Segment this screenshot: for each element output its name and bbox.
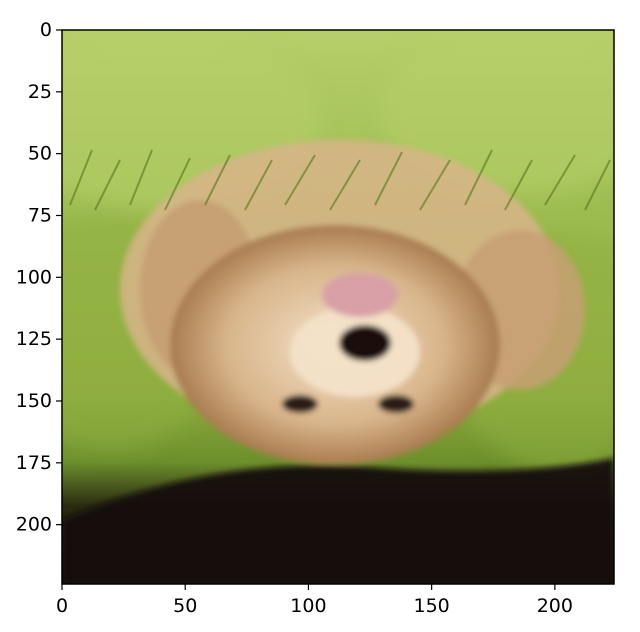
y-tick-label: 100 — [16, 266, 52, 288]
x-axis: 0 50 100 150 200 — [56, 584, 573, 617]
y-tick-label: 150 — [16, 390, 52, 412]
y-tick-label: 200 — [16, 514, 52, 536]
x-tick-label: 0 — [56, 595, 68, 617]
y-tick-label: 175 — [16, 452, 52, 474]
axes: 0 50 100 150 200 0 25 50 75 100 125 150 175 200 — [16, 19, 615, 617]
puppy — [120, 140, 585, 465]
x-tick-label: 150 — [414, 595, 450, 617]
y-tick-label: 75 — [28, 204, 52, 226]
y-tick-label: 0 — [40, 19, 52, 41]
x-tick-label: 50 — [173, 595, 197, 617]
y-tick-label: 50 — [28, 143, 52, 165]
x-tick-label: 200 — [537, 595, 573, 617]
axes-frame — [61, 29, 615, 585]
image — [62, 30, 614, 584]
y-tick-label: 25 — [28, 81, 52, 103]
x-tick-label: 100 — [290, 595, 326, 617]
y-tick-label: 125 — [16, 328, 52, 350]
y-axis: 0 25 50 75 100 125 150 175 200 — [16, 19, 62, 536]
